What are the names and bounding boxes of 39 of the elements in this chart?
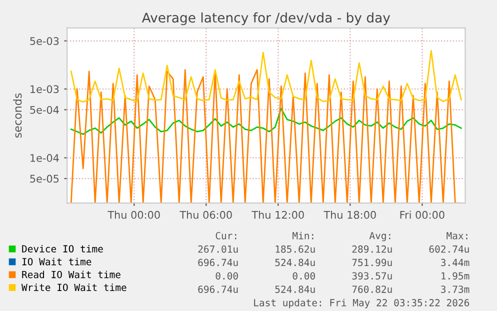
text: 393.57u (352, 272, 392, 280)
y-axis-title: seconds (13, 93, 22, 138)
y-tick-label: 1e-04 (30, 154, 59, 162)
text: 524.84u (275, 286, 315, 293)
y-tick-label: 5e-05 (30, 174, 59, 183)
text: 696.74u (198, 286, 238, 293)
chart-title: Average latency for /dev/vda - by day (142, 12, 390, 26)
text: 1.95m (442, 272, 470, 280)
text: Avg: (369, 232, 390, 242)
text: 524.84u (275, 258, 315, 266)
text: Min: (292, 232, 314, 240)
text: 289.12u (352, 245, 392, 253)
legend-label: IO Wait time (22, 258, 92, 266)
x-tick-label: Thu 18:00 (324, 210, 376, 219)
line-series (70, 108, 462, 135)
text: 3.44m (441, 258, 470, 266)
text: 3.73m (441, 286, 470, 293)
text: 696.74u (198, 258, 238, 266)
legend-label: Device IO time (22, 244, 103, 252)
text: 0.00 (292, 272, 315, 280)
line-series (70, 50, 462, 103)
text: Last update: Fri May 22 03:35:22 2026 (254, 298, 470, 308)
legend-label: Write IO Wait time (22, 284, 126, 292)
text: 751.99u (352, 258, 392, 266)
text: 185.62u (276, 245, 315, 253)
text: Cur: (216, 232, 236, 240)
x-tick-label: Thu 00:00 (108, 210, 160, 219)
text: Max: (446, 232, 468, 240)
text: 267.01u (198, 245, 238, 253)
text: 760.82u (352, 286, 392, 293)
y-tick-label: 5e-04 (30, 106, 59, 114)
x-tick-label: Thu 06:00 (180, 210, 232, 219)
text: 602.74u (429, 245, 469, 253)
legend-label: Read IO Wait time (22, 270, 120, 278)
y-tick-label: 5e-03 (30, 37, 59, 45)
text: 0.00 (216, 272, 238, 280)
x-tick-label: Fri 00:00 (400, 210, 444, 219)
y-tick-label: 1e-03 (30, 85, 59, 94)
x-tick-label: Thu 12:00 (252, 210, 304, 219)
